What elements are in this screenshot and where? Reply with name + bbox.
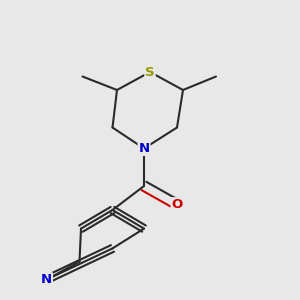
Text: O: O [171,198,183,211]
Text: S: S [145,65,155,79]
Text: N: N [138,142,150,155]
Text: N: N [41,273,52,286]
